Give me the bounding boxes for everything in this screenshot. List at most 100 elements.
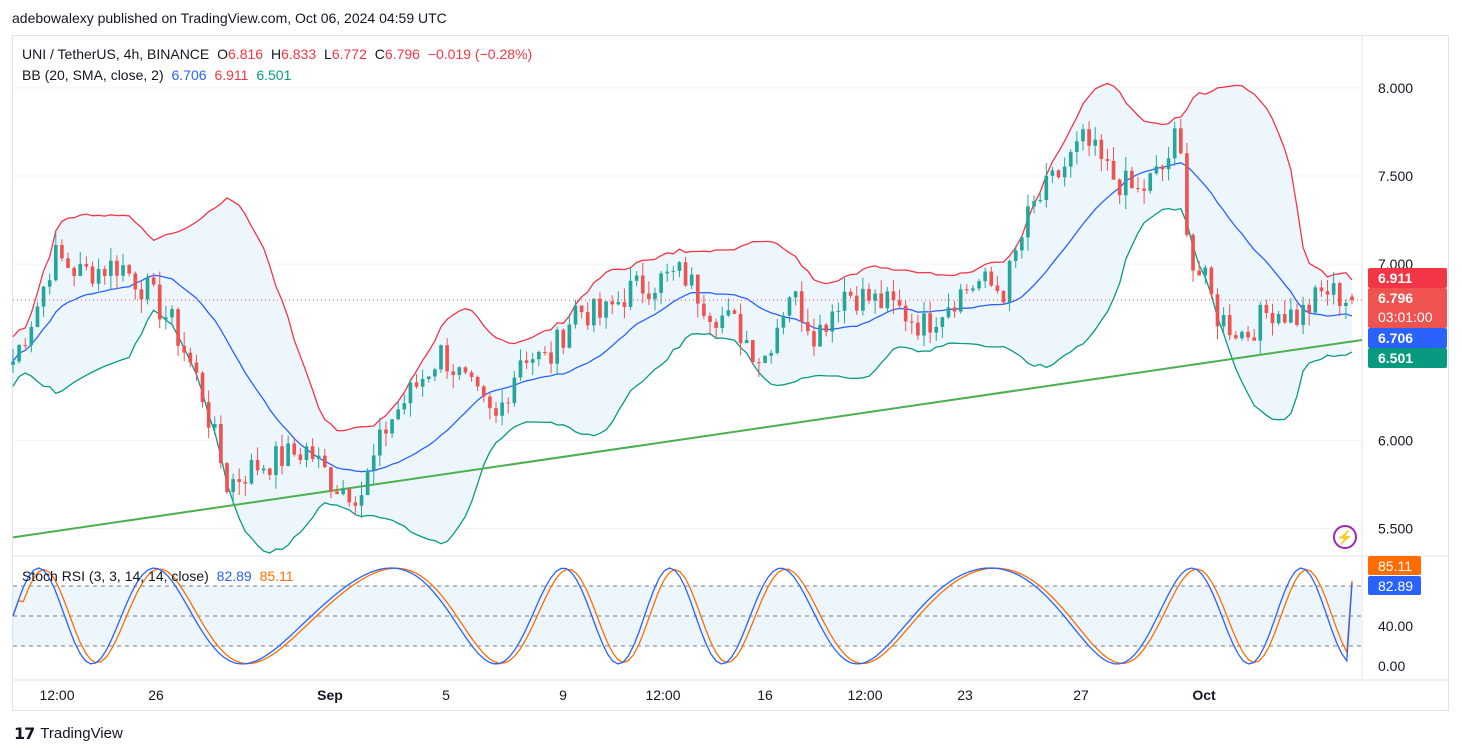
candle — [854, 286, 859, 315]
stoch-rsi-label[interactable]: Stoch RSI (3, 3, 14, 14, close) — [22, 568, 209, 584]
candle — [873, 289, 877, 314]
candle-body — [1062, 166, 1067, 178]
candle — [353, 496, 358, 516]
last-price-badge-bg — [1368, 288, 1447, 328]
candle-body — [219, 423, 223, 464]
candle-body — [1185, 153, 1189, 235]
candle — [812, 318, 816, 356]
candle-body — [1117, 179, 1122, 196]
candle-body — [261, 468, 266, 471]
candle — [206, 390, 211, 439]
candle — [573, 299, 578, 329]
candle — [763, 355, 767, 364]
candle-body — [1050, 170, 1055, 176]
stoch-d-line — [12, 567, 1353, 665]
candle-body — [1123, 170, 1128, 196]
candle-body — [628, 280, 633, 307]
stoch-k-badge: 82.89 — [1368, 576, 1421, 595]
candle-body — [848, 291, 853, 296]
candle — [1142, 179, 1146, 204]
candle — [488, 392, 492, 420]
candle — [983, 267, 987, 289]
candle-body — [206, 402, 211, 428]
candle-body — [812, 331, 816, 347]
candle-body — [671, 270, 676, 272]
candle — [1246, 326, 1250, 342]
candle — [1289, 297, 1293, 324]
candle-body — [384, 429, 388, 434]
candle-body — [610, 301, 615, 305]
candle-body — [1203, 267, 1208, 276]
symbol-label[interactable]: UNI / TetherUS, 4h, BINANCE — [22, 46, 210, 62]
candle-body — [854, 295, 859, 311]
candle-body — [500, 402, 504, 416]
lightning-icon[interactable]: ⚡ — [1333, 525, 1357, 549]
candle — [671, 266, 676, 281]
stoch-d-value: 85.11 — [259, 568, 294, 584]
candle — [1331, 271, 1336, 305]
candle-body — [524, 360, 529, 363]
candle-body — [861, 288, 865, 311]
candle — [1350, 293, 1354, 305]
candle — [732, 308, 737, 315]
candle — [518, 349, 523, 382]
candle — [726, 298, 731, 317]
candle-body — [17, 345, 21, 362]
price-tick-label: 7.500 — [1378, 168, 1413, 184]
candle-body — [977, 281, 981, 289]
candle — [335, 485, 339, 495]
candle-body — [347, 488, 352, 503]
candle — [543, 346, 547, 356]
candle-body — [1197, 270, 1201, 276]
candle — [604, 301, 608, 329]
candle — [561, 328, 566, 355]
candle — [1295, 303, 1299, 327]
candle — [11, 348, 15, 373]
candle — [225, 461, 229, 495]
candle-body — [659, 273, 663, 293]
candle-body — [176, 309, 180, 346]
candle — [1111, 147, 1116, 180]
candle — [298, 447, 303, 465]
time-tick-label: 9 — [559, 687, 567, 703]
candle — [1234, 331, 1238, 340]
candle-body — [1270, 312, 1275, 324]
candle-body — [1068, 152, 1073, 167]
candle — [1282, 300, 1287, 324]
candle-body — [139, 289, 144, 300]
upper-band-badge-text: 6.911 — [1378, 270, 1412, 286]
candle — [176, 307, 180, 356]
candle — [1252, 329, 1256, 341]
stoch-k-badge-bg — [1368, 576, 1421, 595]
candle — [1062, 157, 1067, 187]
bb-label[interactable]: BB (20, SMA, close, 2) — [22, 67, 164, 83]
candle-body — [897, 300, 902, 306]
upper-band-badge-bg — [1368, 268, 1447, 288]
candle-body — [225, 463, 229, 493]
candle-body — [439, 345, 443, 370]
candlestick-series — [11, 118, 1354, 519]
candle — [1258, 301, 1263, 354]
candle — [1337, 281, 1342, 317]
candle-body — [1160, 166, 1165, 170]
candle — [212, 416, 217, 436]
candle-body — [292, 443, 297, 455]
candle — [1270, 303, 1275, 336]
bollinger-lower-line — [12, 207, 1353, 554]
candle — [378, 417, 382, 467]
trendline[interactable] — [12, 338, 1363, 539]
candle-body — [1142, 188, 1146, 191]
candle — [78, 251, 83, 277]
high-value: 6.833 — [281, 46, 317, 62]
candle-body — [280, 446, 284, 466]
candle-body — [1136, 188, 1140, 190]
candle-body — [390, 419, 394, 434]
basis-badge: 6.706 — [1368, 328, 1447, 348]
candle — [585, 301, 590, 330]
candle — [1185, 142, 1189, 238]
candle-body — [60, 245, 64, 259]
price-tick-label: 8.000 — [1378, 80, 1413, 96]
candle-body — [946, 307, 951, 318]
candle-body — [1215, 294, 1220, 327]
